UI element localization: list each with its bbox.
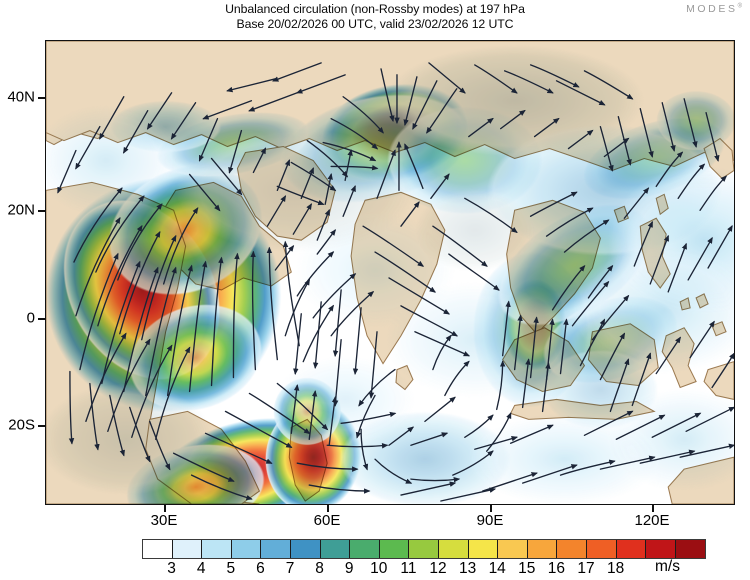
map-plot-area: [45, 40, 735, 505]
map-canvas: [46, 41, 734, 504]
y-tick: [38, 97, 45, 99]
y-axis-label-0: 0: [26, 309, 35, 327]
x-tick: [327, 505, 329, 512]
colorbar-tick-label: 14: [488, 560, 506, 577]
registered-mark: ®: [737, 3, 742, 10]
chart-subtitle: Base 20/02/2026 00 UTC, valid 23/02/2026…: [236, 17, 514, 31]
windspeed-shading-layer: [46, 44, 734, 504]
colorbar-cell: [557, 540, 587, 558]
colorbar-cell: [350, 540, 380, 558]
colorbar-cell: [527, 540, 558, 558]
y-tick: [38, 210, 45, 212]
colorbar: 3 4 5 6 7 8 9 10 11 12 13 14 15 16 17 18: [142, 539, 707, 580]
y-axis-label-20s: 20S: [8, 416, 35, 434]
colorbar-tick-label: 15: [518, 560, 536, 577]
y-tick: [38, 318, 45, 320]
colorbar-cell: [646, 540, 676, 558]
y-axis-label-20n: 20N: [7, 201, 35, 219]
colorbar-tick-label: 9: [344, 560, 354, 577]
colorbar-tick-label: 11: [400, 560, 417, 577]
x-axis-label-90e: 90E: [476, 512, 504, 529]
colorbar-tick-labels: 3 4 5 6 7 8 9 10 11 12 13 14 15 16 17 18: [142, 560, 706, 580]
colorbar-tick-label: 17: [577, 560, 595, 577]
colorbar-tick-label: 3: [167, 560, 176, 577]
chart-title: Unbalanced circulation (non-Rossby modes…: [225, 2, 525, 16]
x-tick: [652, 505, 654, 512]
streamline-layer: [57, 62, 734, 502]
colorbar-cell: [616, 540, 647, 558]
colorbar-tick-label: 18: [606, 560, 625, 577]
colorbar-tick-label: 13: [458, 560, 477, 577]
colorbar-tick-label: 10: [370, 560, 388, 577]
colorbar-cell: [202, 540, 232, 558]
modes-logo-text: MODES: [686, 3, 738, 15]
colorbar-cell: [379, 540, 410, 558]
colorbar-units-label: m/s: [655, 558, 680, 575]
x-axis-label-60e: 60E: [313, 512, 341, 529]
colorbar-tick-label: 7: [285, 560, 295, 577]
colorbar-cell: [438, 540, 469, 558]
x-tick: [490, 505, 492, 512]
colorbar-tick-label: 4: [196, 560, 206, 577]
colorbar-cell: [231, 540, 262, 558]
colorbar-tick-label: 8: [315, 560, 324, 577]
colorbar-cells: [142, 539, 707, 559]
colorbar-tick-label: 12: [429, 560, 447, 577]
x-axis-label-120e: 120E: [634, 512, 670, 529]
colorbar-cell: [409, 540, 439, 558]
colorbar-cell: [290, 540, 321, 558]
colorbar-tick-label: 6: [256, 560, 265, 577]
colorbar-cell: [172, 540, 203, 558]
colorbar-cell: [468, 540, 499, 558]
chart-title-block: Unbalanced circulation (non-Rossby modes…: [0, 2, 750, 32]
colorbar-tick-label: 16: [547, 560, 566, 577]
modes-logo: MODES®: [686, 3, 742, 15]
colorbar-cell: [675, 540, 706, 558]
colorbar-tick-label: 5: [226, 560, 236, 577]
colorbar-cell: [261, 540, 291, 558]
y-tick: [38, 425, 45, 427]
colorbar-cell: [586, 540, 617, 558]
x-axis-label-30e: 30E: [150, 512, 178, 529]
colorbar-cell: [498, 540, 528, 558]
y-axis-label-40n: 40N: [7, 88, 35, 106]
colorbar-cell: [320, 540, 351, 558]
colorbar-cell: [143, 540, 173, 558]
x-tick: [164, 505, 166, 512]
